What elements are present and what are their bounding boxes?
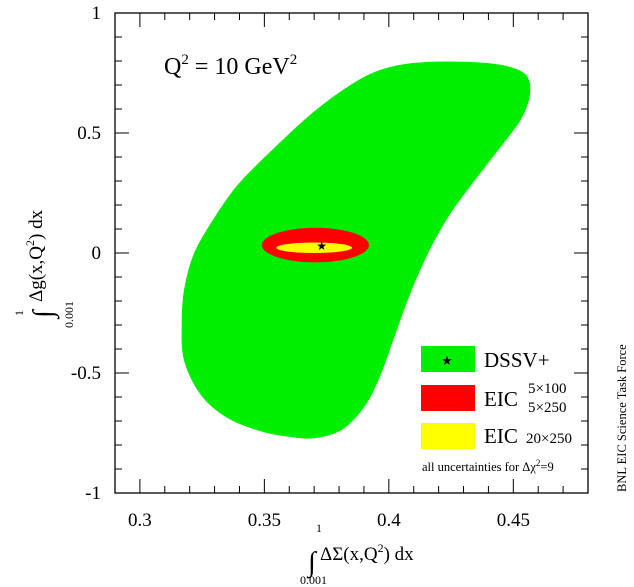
legend: ★ DSSV+ EIC 5×100 5×250 EIC 20×250 xyxy=(421,346,572,449)
legend-swatch-eic-yellow xyxy=(421,423,475,449)
y-tick-labels: 1 0.5 0 -0.5 -1 xyxy=(71,3,101,504)
band-eic-20x250 xyxy=(276,242,352,253)
y-label-integral-sign: ∫ xyxy=(28,308,60,320)
legend-swatch-eic-red xyxy=(421,385,475,411)
x-tick-label: 0.35 xyxy=(248,510,281,531)
x-label-body: ΔΣ(x,Q2) dx xyxy=(320,541,414,565)
legend-label-eic-yellow: EIC xyxy=(484,424,518,448)
legend-swatch-dssv xyxy=(421,346,475,372)
uncertainty-footnote: all uncertainties for Δχ2=9 xyxy=(422,458,554,474)
y-label-integral-lower: 0.001 xyxy=(62,301,76,328)
y-tick-label: -1 xyxy=(85,483,101,504)
x-label-integral-sign: ∫ xyxy=(306,547,318,579)
x-label-integral-lower: 0.001 xyxy=(300,573,327,587)
legend-label-eic-red-top: 5×100 xyxy=(528,381,566,397)
legend-label-dssv: DSSV+ xyxy=(484,348,550,372)
q2-annotation: Q2 = 10 GeV2 xyxy=(164,52,297,80)
x-axis-label: ∫ 1 0.001 ΔΣ(x,Q2) dx xyxy=(300,521,414,587)
x-tick-labels: 0.3 0.35 0.4 0.45 xyxy=(128,510,530,531)
y-tick-label: 0.5 xyxy=(77,123,101,144)
y-label-integral-upper: 1 xyxy=(12,310,26,316)
x-tick-label: 0.45 xyxy=(497,510,530,531)
legend-label-eic-yellow-suffix: 20×250 xyxy=(526,431,572,447)
x-label-integral-upper: 1 xyxy=(316,521,322,535)
best-fit-marker: ★ xyxy=(316,239,327,253)
legend-label-eic-red-bottom: 5×250 xyxy=(528,400,566,416)
x-tick-label: 0.3 xyxy=(128,510,152,531)
credit-text: BNL EIC Science Task Force xyxy=(615,344,629,492)
y-tick-marks xyxy=(115,12,588,494)
x-tick-label: 0.4 xyxy=(377,510,401,531)
y-axis-label: ∫ 1 0.001 Δg(x,Q2) dx xyxy=(12,209,76,328)
y-tick-label: -0.5 xyxy=(71,363,101,384)
legend-swatch-star: ★ xyxy=(441,353,453,368)
x-tick-marks xyxy=(114,13,589,493)
y-label-body: Δg(x,Q2) dx xyxy=(23,209,47,302)
legend-label-eic-red: EIC xyxy=(484,387,518,411)
y-tick-label: 0 xyxy=(92,243,102,264)
uncertainty-bands xyxy=(181,61,531,439)
y-tick-label: 1 xyxy=(92,3,102,24)
best-fit-star: ★ xyxy=(316,239,327,253)
